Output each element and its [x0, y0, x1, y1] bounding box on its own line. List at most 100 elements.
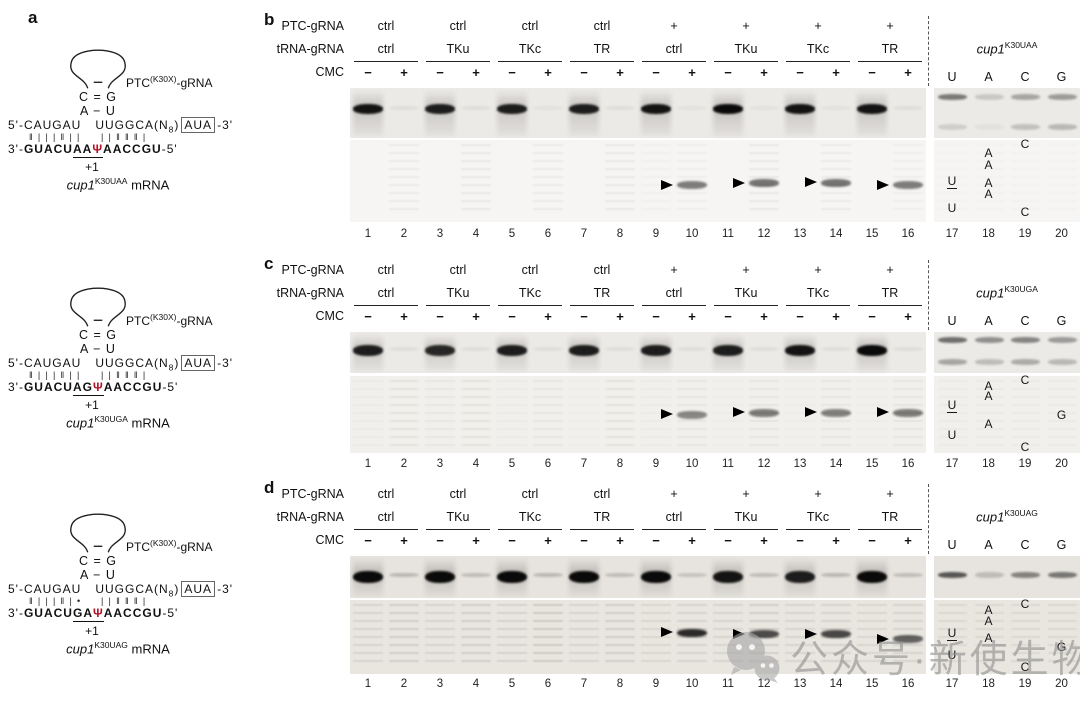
- grna-mrna-diagram-uag: PTC(K30X)-gRNA C = G A − U 5'-CAUGAU UUGG…: [0, 494, 258, 664]
- group-underline: [642, 305, 706, 306]
- group-underline: [354, 305, 418, 306]
- cmc-value: +: [616, 533, 624, 548]
- pseudouridine: Ψ: [92, 606, 104, 620]
- product-band: [893, 635, 923, 644]
- arrowhead-icon: [805, 177, 817, 188]
- sequencing-annotation-letter: C: [1020, 439, 1030, 454]
- cmc-value: +: [760, 309, 768, 324]
- gel-band: [974, 124, 1004, 130]
- ptc-grna-value: +: [886, 19, 894, 33]
- cmc-value: −: [436, 309, 444, 324]
- grna-mrna-diagram-uga: PTC(K30X)-gRNA C = G A − U 5'-CAUGAU UUGG…: [0, 268, 258, 438]
- ptc-grna-structure-label: PTC(K30X)-gRNA: [126, 312, 213, 328]
- trna-grna-value: ctrl: [665, 42, 683, 56]
- gel-band: [974, 94, 1004, 100]
- panel-d-label: d: [264, 478, 275, 497]
- group-underline: [714, 61, 778, 62]
- gel-band: [749, 346, 779, 351]
- group-underline: [858, 305, 922, 306]
- gel-band: [1047, 124, 1077, 130]
- sequencing-annotation-letter: U: [946, 174, 958, 189]
- sequencing-lane-label: C: [1020, 538, 1030, 552]
- lane-number: 9: [652, 458, 660, 470]
- lane-number: 3: [436, 228, 444, 240]
- sequencing-annotation-letter: A: [984, 187, 993, 202]
- ladder-lane: [1011, 604, 1040, 668]
- trna-grna-value: TKc: [518, 286, 542, 300]
- ladder-lane: [389, 604, 419, 668]
- cmc-value: +: [400, 309, 408, 324]
- gel-band: [353, 344, 383, 356]
- sequencing-annotation: A: [971, 603, 1007, 617]
- cmc-row-label: CMC: [315, 533, 344, 547]
- lane-number: 12: [757, 458, 771, 470]
- sequencing-annotation-letter: C: [1020, 596, 1030, 611]
- basepair-marks-left: ‖|||‖|•: [29, 596, 86, 606]
- gel-band: [569, 344, 599, 356]
- cmc-value: +: [760, 533, 768, 548]
- cmc-value: +: [616, 309, 624, 324]
- gel-band: [785, 344, 815, 356]
- ptc-grna-value: +: [814, 263, 822, 277]
- cmc-value: +: [904, 309, 912, 324]
- gel-band: [1011, 358, 1040, 365]
- ladder-lane: [569, 380, 599, 447]
- product-band: [749, 408, 779, 417]
- plus-one-position: +1: [85, 398, 99, 412]
- trna-grna-row-label: tRNA-gRNA: [276, 510, 344, 524]
- basepair-marks-right: ||‖‖‖|: [101, 370, 151, 380]
- gel-band: [353, 571, 383, 583]
- ptc-grna-value: +: [742, 487, 750, 501]
- ptc-grna-structure-label: PTC(K30X)-gRNA: [126, 538, 213, 554]
- hairpin-loop-icon: [70, 513, 126, 553]
- hairpin-loop-icon: [70, 49, 126, 89]
- gene-variant-label: cup1K30UAG: [976, 508, 1038, 525]
- trna-grna-value: TR: [881, 42, 899, 56]
- lane-number: 10: [685, 228, 699, 240]
- group-underline: [354, 529, 418, 530]
- gel-band: [389, 346, 419, 351]
- sequencing-annotation-letter: G: [1056, 407, 1067, 422]
- cmc-value: −: [868, 309, 876, 324]
- sequencing-annotation-letter: U: [947, 427, 957, 442]
- arrowhead-icon: [661, 627, 673, 638]
- arrowhead-icon: [877, 407, 889, 418]
- gel-band: [569, 104, 599, 114]
- mrna-strand: 3'-GUACUAAΨAACCGU-5': [8, 142, 178, 158]
- group-underline: [570, 305, 634, 306]
- mrna-name-label: cup1K30UAA mRNA: [66, 176, 170, 193]
- cmc-value: +: [400, 65, 408, 80]
- sequencing-annotation: C: [1007, 660, 1043, 674]
- lane-number: 19: [1018, 678, 1032, 690]
- cmc-value: −: [868, 533, 876, 548]
- plus-one-position: +1: [85, 160, 99, 174]
- stem-pair-cg: C = G: [79, 554, 117, 568]
- gel-band: [938, 337, 967, 344]
- lower-blot-seq: [934, 600, 1080, 674]
- gel-band: [1047, 337, 1077, 344]
- sequencing-lane-label: A: [984, 70, 993, 84]
- mrna-strand: 3'-GUACUAGΨAACCGU-5': [8, 380, 179, 396]
- ptc-grna-value: ctrl: [593, 19, 611, 33]
- lane-number: 13: [793, 458, 807, 470]
- gel-band: [605, 346, 635, 351]
- trna-grna-value: TR: [593, 286, 611, 300]
- product-band: [749, 630, 779, 639]
- lane-number: 18: [982, 678, 995, 690]
- gel-band: [389, 573, 419, 577]
- ladder-lane: [461, 604, 491, 668]
- group-underline: [858, 61, 922, 62]
- stem-pair-au: A − U: [80, 568, 116, 582]
- arrowhead-icon: [805, 407, 817, 418]
- sequencing-lane-label: U: [947, 314, 957, 328]
- lane-number: 7: [580, 228, 588, 240]
- group-underline: [354, 61, 418, 62]
- lane-number: 5: [508, 228, 516, 240]
- ptc-grna-value: +: [814, 487, 822, 501]
- gel-band: [569, 571, 599, 583]
- watermark: 公众号·新使生物: [722, 628, 1080, 683]
- plus-one-position: +1: [85, 624, 99, 638]
- ladder-lane: [974, 604, 1004, 668]
- cmc-value: −: [868, 65, 876, 80]
- lane-number: 1: [364, 228, 372, 240]
